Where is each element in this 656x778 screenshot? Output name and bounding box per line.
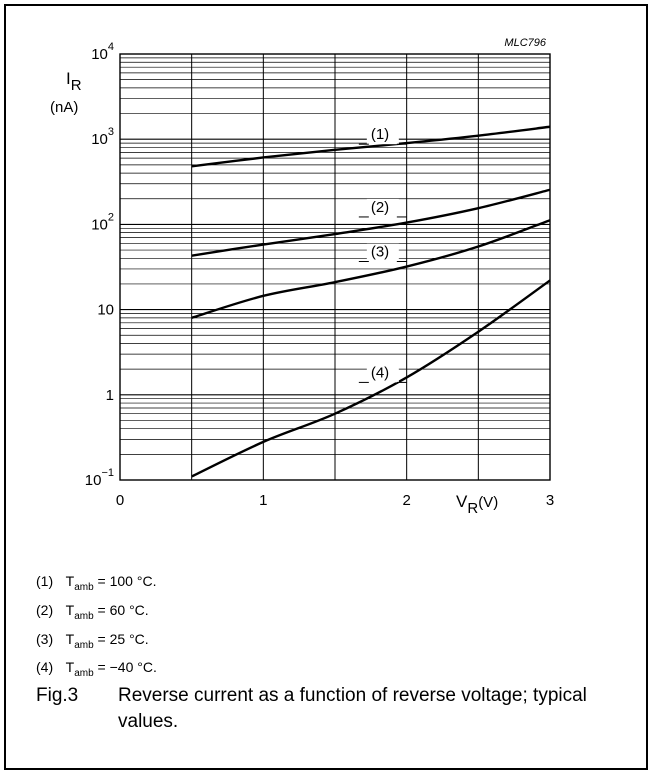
figure-frame: [4, 4, 648, 770]
legend-number: (2): [36, 601, 54, 618]
y-tick-base: 10: [91, 46, 108, 63]
y-axis-symbol: I: [66, 69, 71, 88]
legend-text: = 60 °C.: [93, 601, 149, 618]
curve-label-background: [366, 364, 399, 383]
legend: (1) Tamb = 100 °C. (2) Tamb = 60 °C. (3)…: [36, 570, 157, 685]
y-tick-label: 103: [91, 126, 114, 148]
grid: [119, 53, 551, 481]
y-tick-label: 102: [91, 211, 114, 233]
x-axis-label: VR(V): [456, 492, 498, 517]
y-axis-subscript: R: [71, 77, 82, 94]
y-tick-label: 1: [106, 387, 114, 404]
y-tick-label: 10: [97, 302, 114, 319]
x-tick-label: 0: [116, 492, 124, 509]
series-curve-3: [191, 219, 551, 320]
legend-symbol: T: [65, 630, 75, 647]
legend-text: = 25 °C.: [93, 630, 149, 647]
legend-subscript: amb: [74, 639, 94, 651]
legend-symbol: T: [65, 573, 75, 589]
legend-subscript: amb: [74, 610, 94, 622]
x-tick-label: 1: [259, 492, 267, 509]
legend-item: (2) Tamb = 60 °C.: [36, 599, 157, 628]
curve-label-background: [366, 243, 399, 262]
x-tick-label: 3: [546, 492, 554, 509]
curve-label: (3): [371, 243, 389, 260]
curve-label: (1): [371, 126, 389, 143]
labels: (1)(2)(3)(4)0 1 2 310−1110102103104IR(nA)VR…: [50, 37, 554, 517]
legend-text: = 100 °C.: [93, 573, 157, 589]
y-tick-label: 10−1: [85, 467, 114, 489]
reverse-current-chart: (1)(2)(3)(4)0 1 2 310−1110102103104IR(nA)VR…: [50, 37, 554, 517]
x-axis-subscript: R: [467, 500, 478, 517]
y-tick-exponent: 4: [108, 41, 114, 53]
legend-number: (4): [36, 659, 54, 676]
legend-symbol: T: [65, 601, 75, 618]
curves: [191, 125, 551, 478]
x-axis-symbol: V: [456, 492, 468, 511]
y-tick-exponent: 2: [108, 211, 114, 223]
legend-item: (3) Tamb = 25 °C.: [36, 628, 157, 657]
legend-text: = −40 °C.: [93, 659, 157, 676]
y-axis-label: IR: [66, 69, 82, 94]
y-tick-base: 10: [85, 472, 102, 489]
curve-label: (4): [371, 364, 389, 381]
curve-label: (2): [371, 199, 389, 216]
series-curve-4: [191, 279, 551, 478]
series-curve-2: [191, 188, 551, 257]
y-tick-exponent: 3: [108, 126, 114, 138]
curve-label-background: [366, 126, 399, 145]
x-axis-unit: (V): [478, 494, 498, 511]
y-axis-unit: (nA): [50, 99, 78, 116]
y-tick-base: 10: [91, 216, 108, 233]
legend-number: (3): [36, 630, 54, 647]
legend-symbol: T: [65, 659, 75, 676]
legend-item: (1) Tamb = 100 °C.: [36, 570, 157, 599]
x-tick-label: 2: [402, 492, 410, 509]
figure-code: MLC796: [504, 37, 546, 49]
y-tick-exponent: −1: [101, 467, 114, 479]
legend-subscript: amb: [74, 668, 94, 680]
caption-text: Reverse current as a function of reverse…: [118, 685, 587, 732]
legend-number: (1): [36, 573, 54, 589]
series-curve-1: [191, 125, 551, 168]
legend-item: (4) Tamb = −40 °C.: [36, 656, 157, 685]
curve-label-background: [366, 198, 399, 217]
figure-number: Fig.3: [36, 685, 79, 706]
y-tick-base: 10: [91, 131, 108, 148]
plot-frame: [119, 53, 551, 481]
legend-subscript: amb: [74, 581, 94, 593]
y-tick-label: 104: [91, 41, 114, 63]
